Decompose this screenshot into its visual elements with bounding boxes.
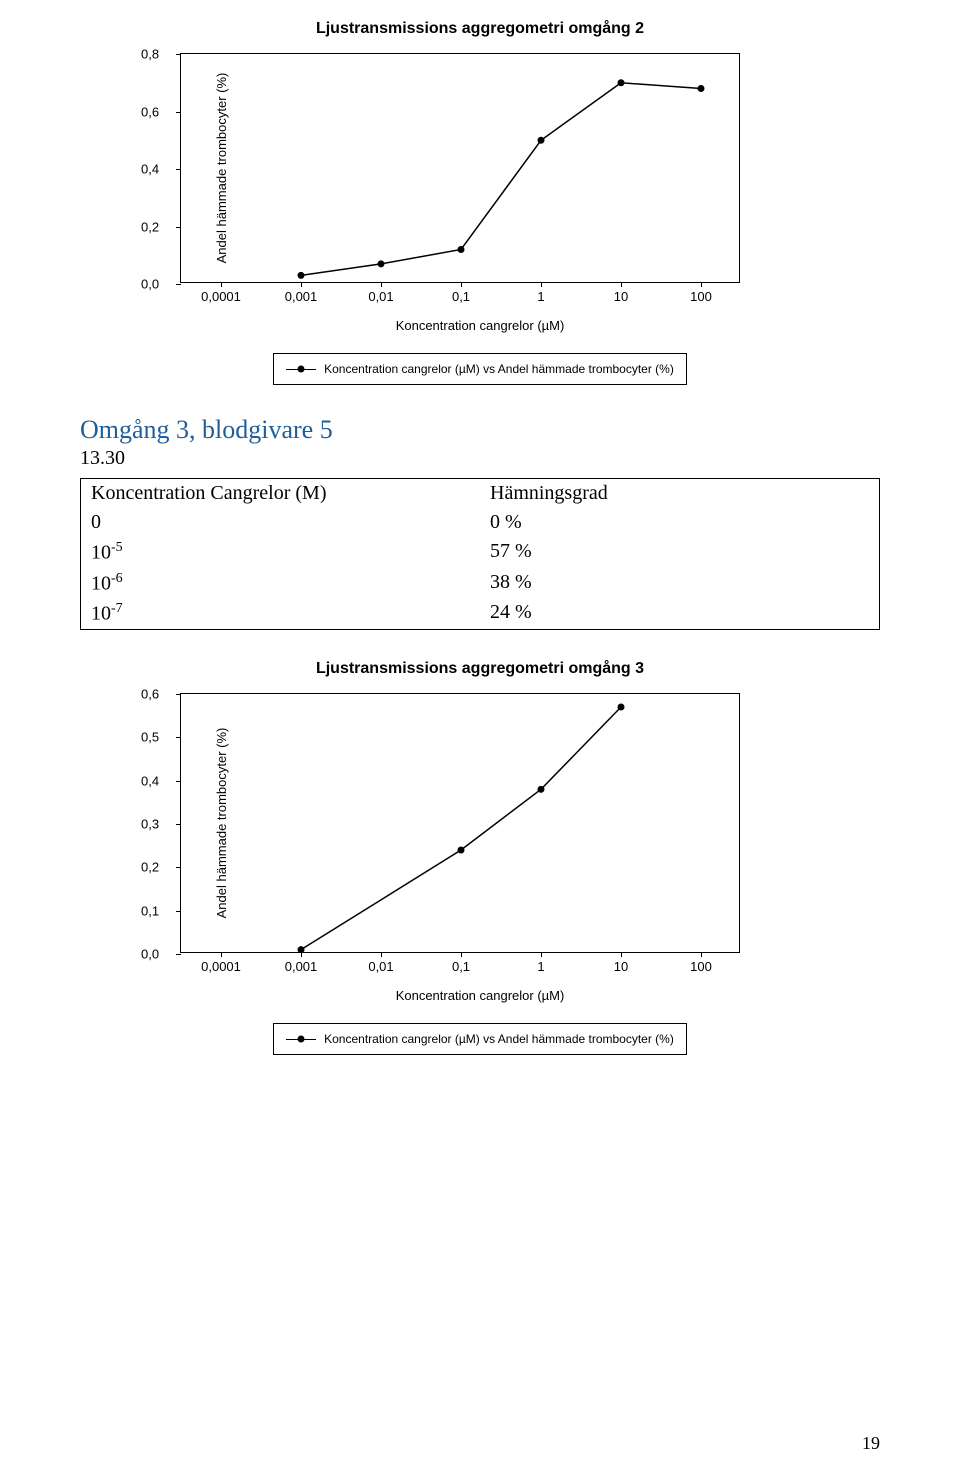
chart1-plot: Andel hämmade trombocyter (%) 0,00,20,40… [180,53,740,283]
table-cell-conc: 10-7 [81,598,481,629]
chart1-legend: Koncentration cangrelor (µM) vs Andel hä… [273,353,687,385]
y-tick-label: 0,4 [141,162,159,177]
chart2-plot: Andel hämmade trombocyter (%) 0,00,10,20… [180,693,740,953]
chart1-wrapper: Andel hämmade trombocyter (%) 0,00,20,40… [180,53,780,333]
x-tick-label: 0,1 [452,289,470,304]
y-tick-label: 0,6 [141,104,159,119]
page: Ljustransmissions aggregometri omgång 2 … [0,0,960,1484]
section-heading: Omgång 3, blodgivare 5 [80,415,880,445]
chart2-wrapper: Andel hämmade trombocyter (%) 0,00,10,20… [180,693,780,1003]
y-tick-label: 0,4 [141,773,159,788]
table-header-row: Koncentration Cangrelor (M) Hämningsgrad [81,479,880,509]
y-tick-label: 0,6 [141,686,159,701]
legend-marker-icon [286,1034,316,1044]
table-row: 10-638 % [81,568,880,599]
chart2-legend-text: Koncentration cangrelor (µM) vs Andel hä… [324,1032,674,1046]
x-tick-label: 0,001 [285,959,318,974]
x-tick-label: 10 [614,959,628,974]
table-cell-conc: 10-5 [81,537,481,568]
table-col2-header: Hämningsgrad [480,479,880,509]
chart1-legend-text: Koncentration cangrelor (µM) vs Andel hä… [324,362,674,376]
table-cell-conc: 0 [81,508,481,537]
chart1-title: Ljustransmissions aggregometri omgång 2 [80,20,880,38]
x-tick-label: 1 [537,959,544,974]
y-tick-label: 0,5 [141,730,159,745]
x-tick-label: 100 [690,959,712,974]
x-tick-label: 1 [537,289,544,304]
x-tick-label: 0,001 [285,289,318,304]
y-tick-label: 0,8 [141,47,159,62]
table-cell-value: 38 % [480,568,880,599]
table-cell-value: 24 % [480,598,880,629]
chart2-legend: Koncentration cangrelor (µM) vs Andel hä… [273,1023,687,1055]
table-col1-header: Koncentration Cangrelor (M) [81,479,481,509]
y-tick-label: 0,3 [141,816,159,831]
table-row: 10-557 % [81,537,880,568]
y-tick-label: 0,2 [141,860,159,875]
x-tick-label: 100 [690,289,712,304]
x-tick-label: 0,01 [368,959,393,974]
legend-marker-icon [286,364,316,374]
y-tick-label: 0,0 [141,946,159,961]
table-row: 10-724 % [81,598,880,629]
data-table: Koncentration Cangrelor (M) Hämningsgrad… [80,478,880,630]
table-cell-conc: 10-6 [81,568,481,599]
y-tick-label: 0,1 [141,903,159,918]
x-tick-label: 0,0001 [201,289,241,304]
chart1-xlabel: Koncentration cangrelor (µM) [180,318,780,333]
y-tick-label: 0,2 [141,219,159,234]
x-tick-label: 0,0001 [201,959,241,974]
chart2-xlabel: Koncentration cangrelor (µM) [180,988,780,1003]
y-tick-label: 0,0 [141,277,159,292]
table-cell-value: 57 % [480,537,880,568]
table-row: 00 % [81,508,880,537]
table-cell-value: 0 % [480,508,880,537]
x-tick-label: 0,1 [452,959,470,974]
x-tick-label: 0,01 [368,289,393,304]
chart2-title: Ljustransmissions aggregometri omgång 3 [80,660,880,678]
x-tick-label: 10 [614,289,628,304]
page-number: 19 [862,1433,880,1454]
section-subheading: 13.30 [80,447,880,470]
